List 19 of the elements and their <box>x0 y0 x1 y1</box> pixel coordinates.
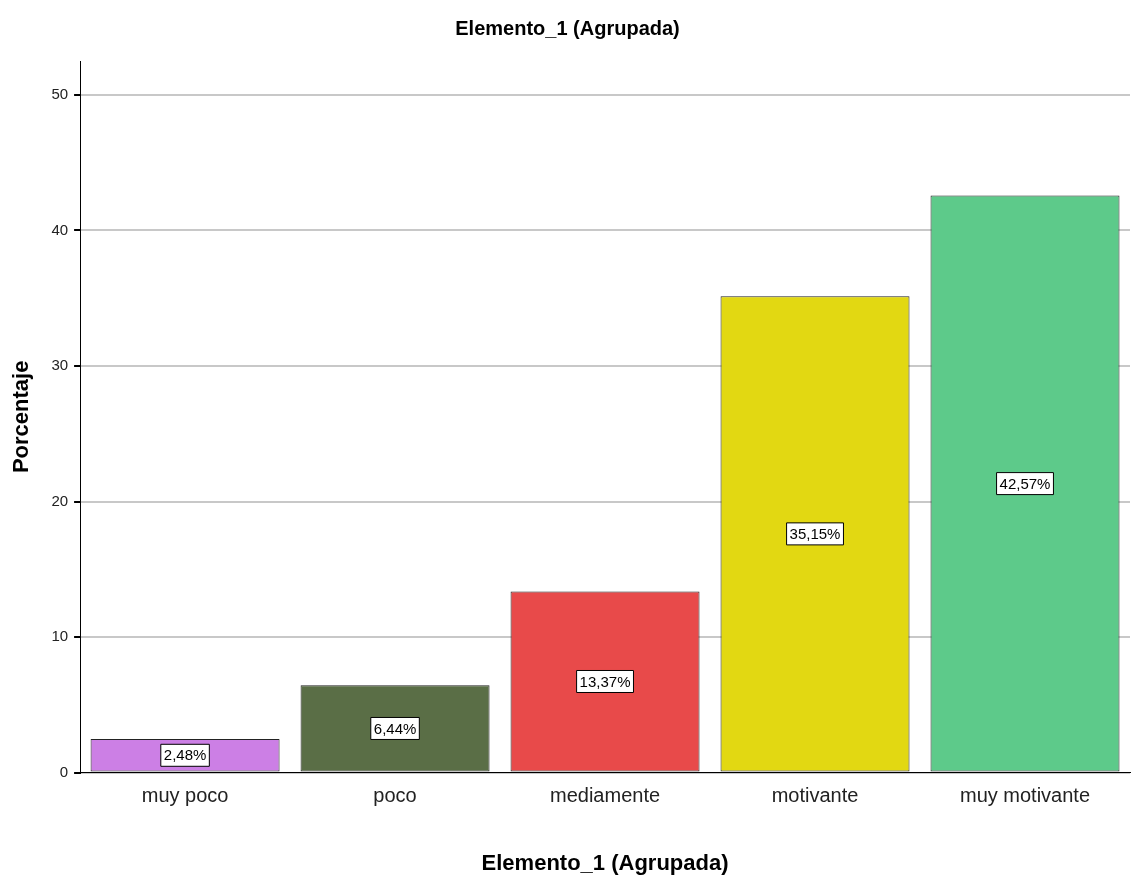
y-tick-label: 10 <box>51 627 69 645</box>
x-tick-label: muy poco <box>141 784 229 807</box>
x-tick-label: muy motivante <box>959 784 1091 807</box>
data-label: 42,57% <box>999 474 1051 492</box>
y-tick-label: 40 <box>51 220 69 238</box>
y-axis-title: Porcentaje <box>8 360 34 474</box>
y-tick-label: 0 <box>59 762 69 780</box>
data-label: 2,48% <box>163 746 207 764</box>
data-label: 6,44% <box>373 719 417 737</box>
x-tick-label: mediamente <box>550 784 661 807</box>
y-tick-label: 20 <box>51 491 69 509</box>
y-tick-label: 50 <box>51 85 69 103</box>
y-tick-label: 30 <box>51 356 69 374</box>
data-label: 13,37% <box>579 672 631 690</box>
x-tick-label: motivante <box>771 784 859 807</box>
x-tick-label: poco <box>373 784 417 807</box>
data-label: 35,15% <box>789 525 841 543</box>
x-axis-title: Elemento_1 (Agrupada) <box>481 849 729 875</box>
chart-title: Elemento_1 (Agrupada) <box>455 16 680 39</box>
